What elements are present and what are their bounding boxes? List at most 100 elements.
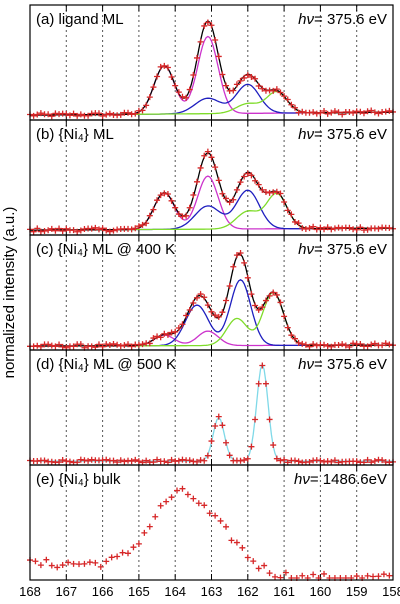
data-point (204, 452, 211, 459)
data-point (74, 228, 81, 235)
data-point (77, 341, 84, 348)
data-point (295, 339, 302, 346)
data-point (43, 556, 50, 563)
data-point (241, 259, 248, 266)
data-point (146, 340, 153, 347)
photon-energy-label: hν= 375.6 eV (298, 356, 387, 373)
data-point (370, 573, 377, 580)
data-point (174, 487, 181, 494)
data-point (219, 71, 226, 78)
data-point (273, 291, 280, 298)
data-point (135, 458, 142, 465)
data-point (239, 544, 246, 551)
data-point (350, 109, 357, 116)
data-point (157, 334, 164, 341)
data-point (252, 302, 259, 309)
data-point (164, 64, 171, 71)
data-point (85, 457, 92, 464)
data-point (95, 341, 102, 348)
photon-energy-value: = 375.6 eV (314, 241, 387, 258)
x-tick-label: 159 (346, 584, 368, 599)
data-point (284, 207, 291, 214)
data-point (150, 84, 157, 91)
data-point (128, 226, 135, 233)
data-point (321, 570, 328, 577)
data-point (65, 559, 72, 566)
data-point (291, 457, 298, 464)
data-point (103, 111, 110, 118)
data-point (324, 458, 331, 465)
data-point (252, 75, 259, 82)
data-point (59, 457, 66, 464)
data-point (95, 226, 102, 233)
data-point (193, 178, 200, 185)
data-point (154, 456, 161, 463)
data-point (54, 564, 61, 571)
data-point (233, 539, 240, 546)
data-point (161, 62, 168, 69)
data-point (175, 89, 182, 96)
data-point (193, 54, 200, 61)
data-point (70, 343, 77, 350)
data-point (132, 456, 139, 463)
data-point (157, 63, 164, 70)
photon-energy-label: hν= 375.6 eV (298, 126, 387, 143)
data-point (132, 110, 139, 117)
data-point (371, 109, 378, 116)
data-point (233, 81, 240, 88)
data-point (150, 206, 157, 213)
panel-b: (b) {Ni₄} ML hν= 375.6 eV (27, 119, 396, 236)
data-point (197, 164, 204, 171)
data-point (212, 422, 219, 429)
data-point (313, 226, 320, 233)
data-point (295, 458, 302, 465)
data-point (346, 108, 353, 115)
data-point (248, 443, 255, 450)
data-point (270, 289, 277, 296)
data-point (328, 109, 335, 116)
data-point (48, 113, 55, 120)
data-point (266, 570, 273, 577)
panel-frame (29, 464, 394, 581)
data-point (45, 111, 52, 118)
data-point (277, 89, 284, 96)
data-point (215, 313, 222, 320)
data-point (168, 74, 175, 81)
x-tick-label: 163 (201, 584, 223, 599)
data-point (88, 225, 95, 232)
data-point (277, 190, 284, 197)
data-point (37, 562, 44, 569)
data-point (195, 500, 202, 507)
data-point (255, 306, 262, 313)
data-point (353, 226, 360, 233)
data-point (201, 457, 208, 464)
data-point (215, 177, 222, 184)
data-point (37, 343, 44, 350)
data-point (135, 341, 142, 348)
data-point (255, 565, 262, 572)
data-point (299, 108, 306, 115)
data-point (324, 110, 331, 117)
data-point (190, 495, 197, 502)
data-point (103, 558, 110, 565)
data-point (212, 512, 219, 519)
data-point (186, 204, 193, 211)
data-point (228, 537, 235, 544)
data-point (110, 457, 117, 464)
data-point (335, 342, 342, 349)
photon-energy-label: hν= 1486.6eV (294, 471, 387, 488)
data-point (59, 343, 66, 350)
data-point (277, 299, 284, 306)
data-point (141, 529, 148, 536)
data-point (186, 306, 193, 313)
data-point (183, 94, 190, 101)
data-point (172, 328, 179, 335)
data-point (310, 341, 317, 348)
data-point (364, 343, 371, 350)
data-point (175, 457, 182, 464)
data-point (59, 562, 66, 569)
data-point (250, 558, 257, 565)
data-point (380, 571, 387, 578)
data-point (244, 72, 251, 79)
data-point (375, 573, 382, 580)
